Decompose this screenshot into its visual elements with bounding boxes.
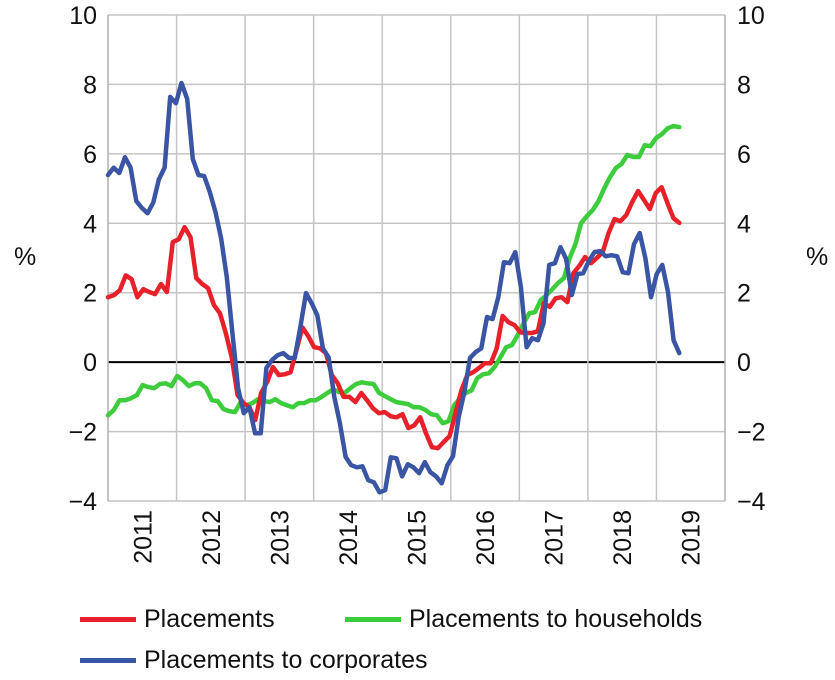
legend-label: Placements to corporates (144, 646, 428, 674)
series-line-placements-to-households (105, 123, 682, 426)
y-axis-label-right: % (806, 243, 828, 271)
y-tick-label-left: −4 (68, 488, 97, 516)
legend-item-placements: Placements (80, 605, 275, 634)
x-tick-label: 2012 (198, 510, 226, 566)
y-tick-label-left: 2 (83, 280, 97, 308)
legend-swatch (345, 617, 401, 622)
x-tick-label: 2018 (609, 510, 637, 566)
line-chart: −4 −4 −2 −2 0 0 2 2 4 4 6 6 8 8 10 10 2011 2012 2013 2014 20… (14, 2, 828, 566)
y-tick-label-left: 4 (83, 210, 97, 238)
series-line-placements-to-corporates (105, 80, 682, 495)
y-axis-label-left: % (14, 243, 36, 271)
series-line-placements (105, 184, 682, 451)
x-tick-label: 2019 (678, 510, 706, 566)
y-tick-label-left: −2 (68, 419, 97, 447)
tick-labels: −4 −4 −2 −2 0 0 2 2 4 4 6 6 8 8 10 10 2011 2012 2013 2014 20… (68, 2, 765, 566)
x-tick-label: 2016 (472, 510, 500, 566)
y-tick-label-right: 0 (737, 349, 751, 377)
legend-label: Placements (144, 605, 275, 633)
y-tick-label-right: −2 (737, 419, 766, 447)
x-tick-label: 2015 (404, 510, 432, 566)
y-tick-label-right: 4 (737, 210, 751, 238)
y-tick-label-left: 10 (69, 2, 97, 30)
x-tick-label: 2017 (541, 510, 569, 566)
y-tick-label-right: 6 (737, 141, 751, 169)
x-tick-label: 2013 (266, 510, 294, 566)
legend-swatch (80, 658, 136, 663)
x-tick-label: 2011 (129, 510, 157, 564)
y-tick-label-left: 0 (83, 349, 97, 377)
legend-item-corporates: Placements to corporates (80, 646, 427, 675)
y-tick-label-right: 2 (737, 280, 751, 308)
y-tick-label-right: 8 (737, 71, 751, 99)
legend-swatch (80, 617, 136, 622)
y-tick-label-left: 8 (83, 71, 97, 99)
y-tick-label-left: 6 (83, 141, 97, 169)
x-tick-label: 2014 (335, 510, 363, 566)
y-tick-label-right: 10 (737, 2, 765, 30)
series-lines (105, 80, 682, 495)
legend-item-households: Placements to households (345, 605, 702, 634)
y-tick-label-right: −4 (737, 488, 766, 516)
legend-label: Placements to households (409, 605, 703, 633)
